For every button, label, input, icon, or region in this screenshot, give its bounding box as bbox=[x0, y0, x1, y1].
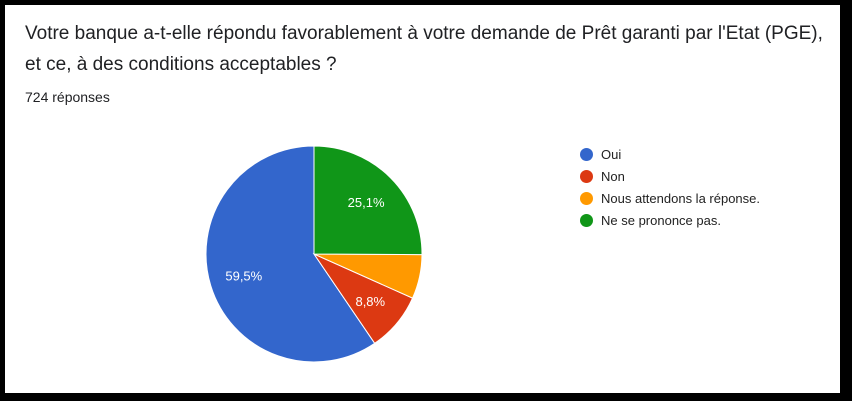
pie-chart: 59,5% 8,8% 25,1% bbox=[205, 145, 423, 363]
legend-item-ne-se-prononce-pas: Ne se prononce pas. bbox=[580, 209, 760, 231]
chart-legend: Oui Non Nous attendons la réponse. Ne se pr… bbox=[580, 143, 760, 231]
legend-swatch bbox=[580, 147, 593, 161]
pie-slice-oui bbox=[205, 145, 376, 363]
question-title: Votre banque a-t-elle répondu favorablem… bbox=[25, 23, 823, 75]
chart-card: Votre banque a-t-elle répondu favorablem… bbox=[5, 5, 840, 393]
response-count: 724 réponses bbox=[25, 89, 110, 105]
pie-label-non: 8,8% bbox=[355, 294, 385, 309]
legend-item-nous-attendons-la-reponse: Nous attendons la réponse. bbox=[580, 187, 760, 209]
legend-swatch bbox=[580, 169, 593, 183]
legend-swatch bbox=[580, 213, 593, 227]
legend-item-oui: Oui bbox=[580, 143, 760, 165]
legend-label: Non bbox=[601, 168, 625, 184]
legend-label: Nous attendons la réponse. bbox=[601, 190, 760, 206]
legend-swatch bbox=[580, 191, 593, 205]
pie-label-ne-se-prononce-pas: 25,1% bbox=[348, 195, 385, 210]
legend-item-non: Non bbox=[580, 165, 760, 187]
legend-label: Oui bbox=[601, 146, 622, 162]
pie-label-oui: 59,5% bbox=[225, 269, 262, 284]
legend-label: Ne se prononce pas. bbox=[601, 212, 721, 228]
pie-slice-ne-se-prononce-pas bbox=[313, 145, 423, 256]
